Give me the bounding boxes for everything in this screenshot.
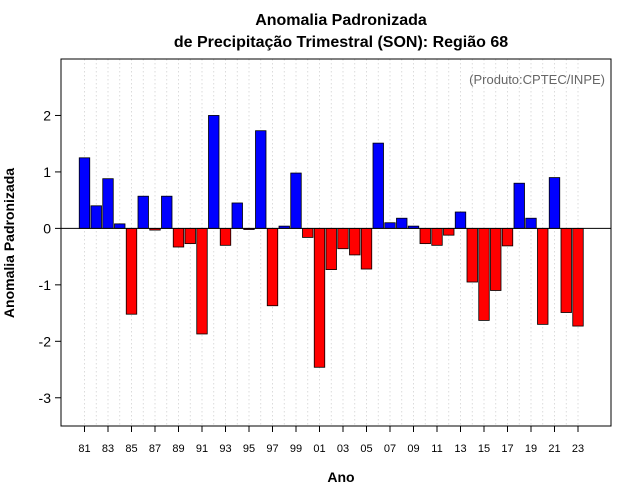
bar-83 [102,178,114,229]
bar-12 [443,227,455,236]
bar-85 [125,227,138,315]
bar-82 [90,205,102,229]
x-axis-title: Ano [327,469,354,485]
bar-08 [396,217,408,229]
credit-label: (Produto:CPTEC/INPE) [469,72,605,87]
y-tick-label: -3 [39,390,52,406]
bar-21 [548,177,561,229]
bar-11 [431,227,443,246]
x-tick-label: 85 [125,443,137,455]
bar-89 [172,227,185,248]
bar-18 [513,182,525,229]
x-tick-label: 89 [172,443,184,455]
x-tick-label: 19 [525,443,537,455]
bar-97 [266,227,279,307]
x-tick-label: 11 [431,443,442,455]
bar-00 [302,227,314,238]
bar-84 [114,223,126,229]
chart-title-line2: de Precipitação Trimestral (SON): Região… [174,34,508,51]
y-axis-title: Anomalia Padronizada [1,168,17,318]
y-tick-label: -2 [39,333,52,349]
bar-14 [466,227,478,283]
x-tick-label: 01 [313,443,325,455]
y-axis-ticks: -3 -2 -1 0 1 2 [39,107,61,406]
x-tick-label: 09 [407,443,419,455]
bar-93 [219,227,232,246]
bar-19 [525,217,537,229]
grid-lines [84,59,579,426]
x-tick-label: 03 [337,443,349,455]
bars [78,115,584,368]
y-tick-label: -1 [39,277,52,293]
bar-03 [337,227,349,250]
x-axis-ticks: 81 83 85 87 89 91 93 95 97 99 01 03 05 07 09 11 13 15 17 19… [78,426,584,455]
bar-05 [360,227,373,270]
x-tick-label: 13 [454,443,466,455]
x-tick-label: 05 [360,443,372,455]
y-tick-label: 1 [43,164,51,180]
x-tick-label: 07 [384,443,396,455]
x-tick-label: 97 [266,443,278,455]
x-tick-label: 95 [243,443,255,455]
x-tick-label: 21 [548,443,560,455]
x-tick-label: 81 [78,443,90,455]
bar-90 [184,227,196,245]
bar-96 [255,130,267,229]
bar-86 [137,195,149,229]
bar-92 [208,115,220,229]
x-tick-label: 91 [196,443,208,455]
bar-91 [196,227,208,335]
x-tick-label: 15 [478,443,490,455]
x-tick-label: 99 [290,443,302,455]
bar-20 [537,227,549,325]
bar-15 [478,227,490,321]
chart-title-line1: Anomalia Padronizada [255,12,427,29]
bar-06 [372,142,384,229]
bar-88 [161,195,173,229]
bar-23 [572,227,584,327]
bar-17 [501,227,514,247]
bar-01 [313,227,326,368]
bar-16 [490,227,502,291]
bar-10 [419,227,431,245]
x-tick-label: 23 [572,443,584,455]
bar-94 [231,202,243,229]
x-tick-label: 93 [219,443,231,455]
bar-99 [290,172,302,229]
x-tick-label: 17 [501,443,513,455]
bar-02 [325,227,337,271]
bar-13 [454,211,467,229]
plot-frame [60,58,612,427]
bar-81 [78,157,91,229]
y-tick-label: 0 [43,220,51,236]
bar-04 [349,227,361,256]
x-tick-label: 83 [102,443,114,455]
y-tick-label: 2 [43,107,51,123]
x-tick-label: 87 [149,443,161,455]
bar-22 [560,227,572,313]
bar-07 [384,222,396,229]
